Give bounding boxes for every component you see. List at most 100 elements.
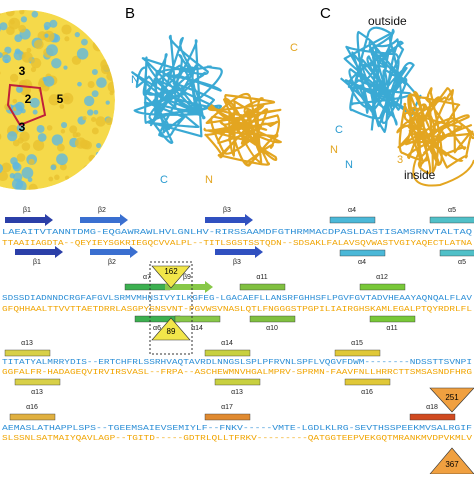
strand-arrow	[215, 246, 263, 258]
capsid-dot	[9, 19, 15, 25]
ss-label: α14	[191, 325, 203, 332]
protein-ribbon	[396, 87, 474, 175]
capsid-dot	[20, 16, 28, 23]
capsid-dot	[43, 75, 55, 87]
capsid-label: 3	[19, 120, 26, 134]
strand-arrow	[165, 281, 213, 293]
capsid-dot	[21, 167, 34, 179]
capsid-dot	[104, 24, 113, 33]
ss-label: α4	[348, 207, 356, 214]
capsid-dot	[109, 91, 114, 96]
capsid-dot	[0, 22, 8, 31]
capsid-dot	[6, 26, 15, 36]
capsid-dot	[107, 39, 113, 45]
ss-label: β1	[33, 259, 41, 266]
helix-bar	[409, 413, 456, 421]
helix-bar	[14, 378, 61, 386]
insert-box	[149, 261, 193, 355]
capsid-dot	[64, 175, 70, 180]
helix-bar	[369, 315, 416, 323]
sequence-blue: SDSSDIADNNDCRGFAFGVLSRMVMHNSIVYILKGFEG-L…	[2, 295, 473, 303]
capsid-label: 2	[25, 92, 32, 106]
capsid-dot	[31, 11, 39, 18]
capsid-dot	[18, 24, 27, 33]
helix-bar	[174, 315, 221, 323]
panel-c-label: N	[330, 144, 338, 156]
capsid-label: 3	[19, 64, 26, 78]
insert-label: 367	[445, 460, 459, 469]
protein-ribbon	[203, 92, 282, 167]
ss-label: β2	[98, 207, 106, 214]
capsid-dot	[108, 10, 114, 14]
capsid-dot	[50, 10, 55, 14]
panel-c-label: outside	[368, 14, 407, 28]
helix-bar	[239, 283, 286, 291]
capsid-dot	[107, 184, 114, 190]
ss-label: α6	[153, 325, 161, 332]
capsid-dot	[87, 109, 94, 116]
loop	[412, 149, 474, 187]
capsid-dot	[104, 19, 115, 31]
capsid-dot	[51, 58, 62, 69]
capsid-dot	[95, 116, 106, 127]
capsid-dot	[52, 10, 59, 14]
helix-bar	[359, 283, 406, 291]
chain-label: C	[160, 174, 168, 186]
ss-label: α12	[376, 274, 388, 281]
capsid-dot	[7, 131, 18, 142]
capsid-dot	[95, 151, 101, 157]
chain-label: N	[131, 74, 139, 86]
capsid-dot	[87, 81, 95, 89]
capsid-dot	[60, 121, 68, 129]
ss-label: α11	[256, 274, 267, 281]
ss-label: α13	[21, 340, 33, 347]
capsid-dot	[83, 95, 95, 107]
capsid-dot	[15, 85, 23, 93]
panel-label: B	[125, 5, 135, 22]
ss-label: α16	[26, 404, 38, 411]
helix-bar	[339, 249, 386, 257]
capsid-dot	[89, 13, 100, 24]
capsid-dot	[82, 178, 90, 186]
helix-bar	[204, 413, 251, 421]
ss-label: α4	[358, 259, 366, 266]
strand-arrow	[205, 214, 253, 226]
capsid-dot	[27, 177, 33, 183]
capsid-dot	[82, 164, 94, 176]
sequence-orange: SLSSNLSATMAIYQAVLAGP--TGITD-----GDTRLQLL…	[2, 435, 473, 443]
capsid-dot	[32, 139, 45, 151]
capsid-dot	[107, 58, 113, 64]
capsid-dot	[30, 57, 42, 69]
capsid-dot	[13, 172, 23, 182]
capsid-dot	[26, 47, 32, 53]
capsid-dot	[96, 159, 107, 170]
strand-arrow	[80, 214, 128, 226]
strand-arrow	[5, 214, 53, 226]
ss-label: α18	[426, 404, 438, 411]
ss-label: β9	[183, 274, 191, 281]
capsid-dot	[63, 65, 68, 70]
helix-bar	[9, 413, 56, 421]
capsid-dot	[82, 116, 87, 121]
panel-label: C	[320, 5, 331, 22]
capsid-dot	[0, 163, 3, 174]
protein-ribbon	[339, 26, 422, 133]
ss-label: α14	[221, 340, 233, 347]
insert-tri	[429, 387, 474, 413]
capsid-dot	[54, 174, 60, 181]
capsid-dot	[6, 10, 15, 17]
panel-c-label: C	[335, 124, 343, 136]
capsid-dot	[21, 142, 31, 151]
capsid-dot	[21, 51, 33, 63]
capsid-dot	[15, 180, 27, 190]
sequence-blue: LAEAITVTANNTDMG-EQGAWRAWLHVLGNLHV-RIRSSA…	[2, 229, 472, 237]
capsid-dot	[59, 163, 67, 171]
capsid-dot	[81, 38, 88, 46]
insert-tri	[151, 265, 191, 289]
helix-bar	[329, 216, 376, 224]
capsid-dot	[91, 127, 99, 135]
capsid-dot	[106, 167, 113, 174]
capsid-dot	[12, 98, 18, 104]
insert-label: 251	[445, 393, 459, 402]
capsid-dot	[92, 39, 105, 52]
